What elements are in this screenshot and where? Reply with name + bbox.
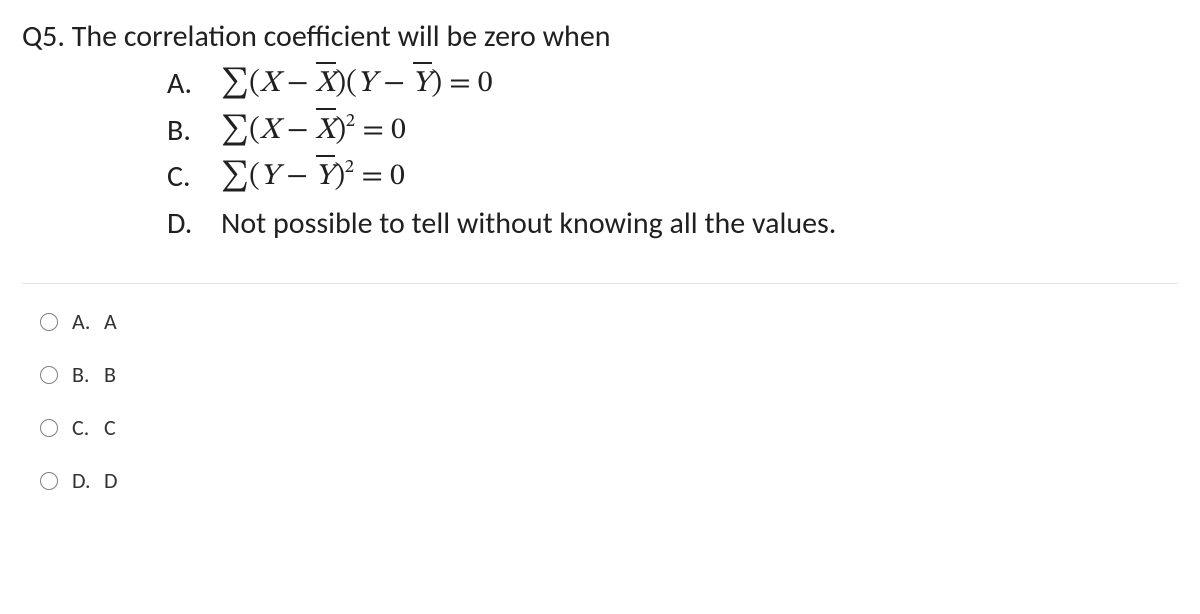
option-d: D. Not possible to tell without knowing … — [167, 201, 1178, 248]
radio-icon[interactable] — [40, 366, 58, 384]
answer-choices: A. A B. B C. C D. D — [40, 308, 1178, 494]
option-label: C. — [167, 154, 221, 201]
radio-icon[interactable] — [40, 313, 58, 331]
option-label: B. — [167, 108, 221, 155]
option-formula: ∑(X − X)(Y − Y) = 0 — [221, 61, 493, 108]
answer-label: C. — [72, 414, 104, 441]
radio-icon[interactable] — [40, 419, 58, 437]
option-b: B. ∑(X − X)2 = 0 — [167, 108, 1178, 155]
divider — [22, 283, 1178, 284]
answer-choice-d[interactable]: D. D — [40, 467, 1178, 494]
answer-label: B. — [72, 361, 104, 388]
answer-choice-a[interactable]: A. A — [40, 308, 1178, 335]
radio-icon[interactable] — [40, 472, 58, 490]
answer-choice-b[interactable]: B. B — [40, 361, 1178, 388]
option-formula: ∑(X − X)2 = 0 — [221, 108, 406, 155]
answer-label: A. — [72, 308, 104, 335]
answer-value: A — [104, 308, 117, 335]
option-formula: ∑(Y − Y)2 = 0 — [221, 154, 405, 201]
option-label: D. — [167, 201, 221, 248]
question-prompt: Q5. The correlation coefficient will be … — [22, 18, 1178, 55]
option-a: A. ∑(X − X)(Y − Y) = 0 — [167, 61, 1178, 108]
answer-value: D — [104, 467, 118, 494]
option-text: Not possible to tell without knowing all… — [221, 201, 836, 248]
question-options: A. ∑(X − X)(Y − Y) = 0 B. ∑(X − X)2 = 0 … — [167, 61, 1178, 247]
question-text: The correlation coefficient will be zero… — [72, 18, 611, 55]
answer-value: C — [104, 414, 116, 441]
answer-choice-c[interactable]: C. C — [40, 414, 1178, 441]
answer-value: B — [104, 361, 116, 388]
option-c: C. ∑(Y − Y)2 = 0 — [167, 154, 1178, 201]
question-number: Q5. — [22, 18, 65, 55]
quiz-page: Q5. The correlation coefficient will be … — [0, 0, 1200, 614]
option-label: A. — [167, 61, 221, 108]
answer-label: D. — [72, 467, 104, 494]
